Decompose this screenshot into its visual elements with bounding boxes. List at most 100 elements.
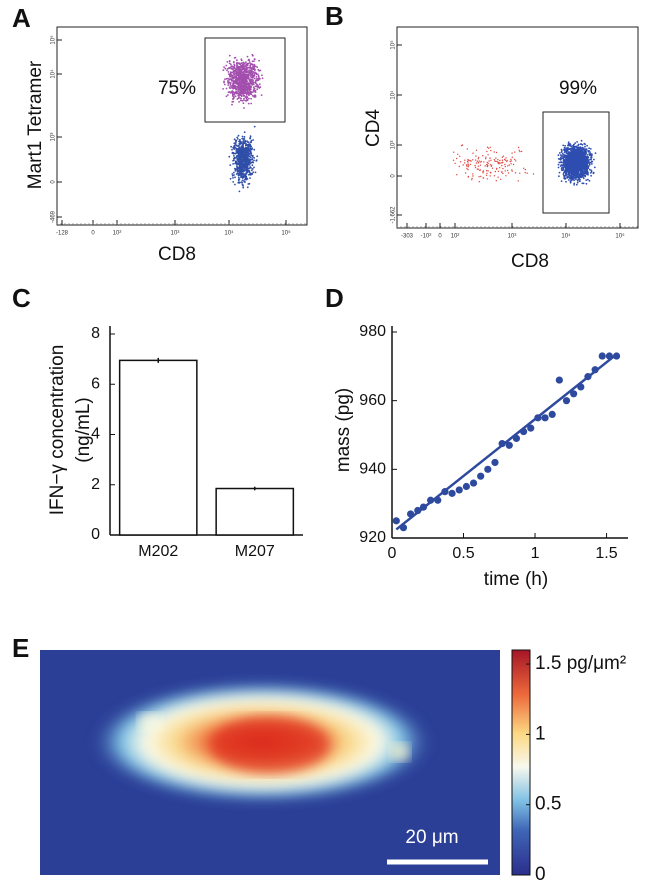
event-dot bbox=[239, 163, 242, 166]
event-dot bbox=[242, 149, 245, 152]
event-dot bbox=[586, 159, 588, 162]
event-dot bbox=[232, 77, 235, 80]
event-dot bbox=[568, 174, 571, 177]
event-dot bbox=[557, 154, 560, 157]
event-dot bbox=[497, 161, 500, 164]
event-dot bbox=[249, 72, 252, 75]
event-dot bbox=[252, 139, 255, 141]
event-dot bbox=[495, 151, 498, 154]
data-point bbox=[414, 506, 422, 515]
event-dot bbox=[252, 83, 255, 86]
event-dot bbox=[236, 168, 239, 171]
event-dot bbox=[249, 162, 251, 165]
event-dot bbox=[246, 154, 248, 156]
event-dot bbox=[249, 160, 251, 163]
event-dot bbox=[574, 165, 577, 168]
event-dot bbox=[479, 164, 482, 166]
event-dot bbox=[237, 145, 239, 147]
event-dot bbox=[568, 151, 571, 154]
panel-label: C bbox=[12, 283, 31, 313]
event-dot bbox=[504, 163, 506, 166]
event-dot bbox=[239, 71, 242, 73]
event-dot bbox=[565, 173, 567, 175]
x-tick-label: 10³ bbox=[171, 231, 180, 237]
event-dot bbox=[477, 158, 479, 160]
cell-core bbox=[210, 717, 330, 773]
event-dot bbox=[222, 69, 225, 71]
event-dot bbox=[230, 145, 233, 148]
event-dot bbox=[582, 176, 584, 178]
event-dot bbox=[234, 79, 237, 81]
data-point bbox=[406, 510, 415, 518]
event-dot bbox=[589, 148, 592, 150]
x-tick-label: -128 bbox=[56, 231, 69, 237]
x-tick-label: -303 bbox=[401, 234, 414, 240]
event-dot bbox=[227, 94, 229, 96]
event-dot bbox=[254, 94, 257, 97]
event-dot bbox=[519, 150, 521, 153]
event-dot bbox=[563, 158, 566, 161]
event-dot bbox=[246, 86, 249, 88]
event-dot bbox=[251, 79, 254, 82]
event-dot bbox=[243, 89, 246, 92]
event-dot bbox=[236, 92, 238, 95]
event-dot bbox=[560, 161, 563, 164]
event-dot bbox=[245, 84, 248, 86]
event-dot bbox=[246, 169, 249, 171]
event-dot bbox=[573, 179, 575, 182]
y-tick-label: 940 bbox=[359, 461, 386, 478]
event-dot bbox=[567, 144, 570, 147]
x-tick-label: M202 bbox=[138, 543, 178, 560]
event-dot bbox=[245, 76, 248, 78]
event-dot bbox=[482, 155, 484, 157]
event-dot bbox=[461, 144, 464, 146]
event-dot bbox=[511, 169, 513, 171]
event-dot bbox=[252, 86, 255, 89]
event-dot bbox=[240, 58, 243, 61]
event-dot bbox=[249, 92, 252, 95]
bar bbox=[118, 359, 198, 536]
event-dot bbox=[226, 69, 228, 72]
event-dot bbox=[235, 75, 238, 78]
event-dot bbox=[253, 72, 256, 75]
event-dot bbox=[489, 164, 491, 166]
event-dot bbox=[510, 160, 512, 162]
event-dot bbox=[227, 71, 230, 73]
event-dot bbox=[231, 174, 234, 177]
event-dot bbox=[247, 59, 250, 62]
event-dot bbox=[239, 138, 241, 141]
event-dot bbox=[239, 168, 242, 171]
event-dot bbox=[584, 171, 586, 174]
event-dot bbox=[570, 157, 572, 160]
event-dot bbox=[576, 151, 579, 153]
event-dot bbox=[564, 154, 566, 157]
event-dot bbox=[561, 167, 563, 169]
event-dot bbox=[486, 146, 489, 148]
event-dot bbox=[231, 148, 233, 151]
event-dot bbox=[241, 159, 244, 162]
event-dot bbox=[231, 95, 234, 97]
data-point bbox=[491, 458, 499, 467]
event-dot bbox=[576, 149, 578, 151]
event-dot bbox=[240, 173, 243, 176]
event-dot bbox=[491, 167, 494, 169]
event-dot bbox=[253, 87, 256, 90]
event-dot bbox=[470, 160, 472, 162]
event-dot bbox=[228, 62, 231, 65]
event-dot bbox=[255, 160, 258, 162]
event-dot bbox=[479, 169, 481, 172]
y-tick-label: 2 bbox=[91, 476, 100, 493]
event-dot bbox=[569, 180, 572, 183]
cell-spot bbox=[390, 743, 410, 761]
event-dot bbox=[242, 63, 244, 66]
event-dot bbox=[232, 82, 235, 84]
event-dot bbox=[564, 156, 567, 159]
event-dot bbox=[244, 160, 247, 163]
event-dot bbox=[495, 160, 497, 163]
event-dot bbox=[571, 178, 574, 181]
y-tick-label: 920 bbox=[359, 529, 386, 546]
y-tick-label: 10⁴ bbox=[390, 90, 397, 100]
event-dot bbox=[567, 159, 569, 162]
event-dot bbox=[581, 143, 584, 146]
